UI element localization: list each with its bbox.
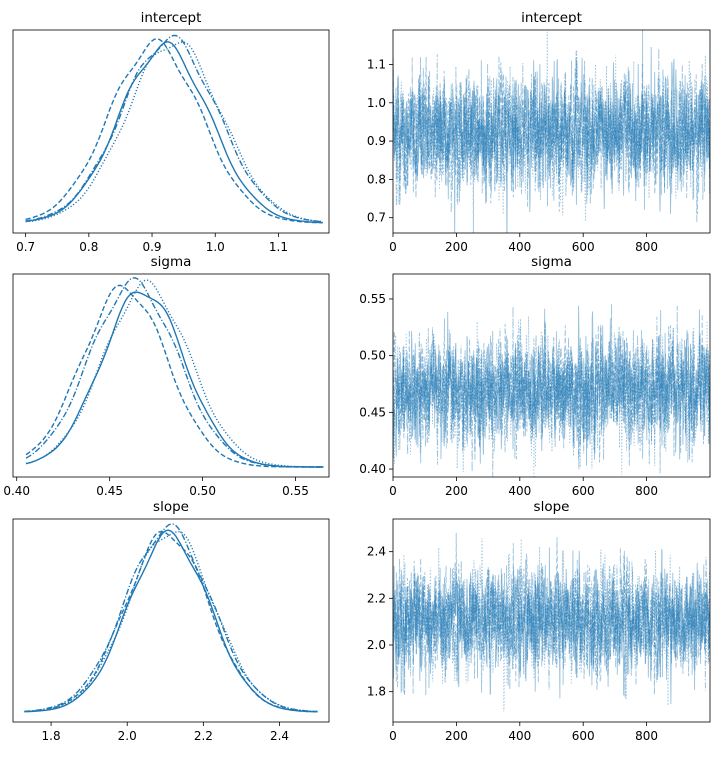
y-tick-label: 0.7 <box>367 211 386 225</box>
plot-area <box>393 532 710 712</box>
x-tick-label: 2.2 <box>194 729 213 743</box>
axes-frame <box>12 29 330 234</box>
panel-trace-slope: 1.8 2.0 2.2 2.4 0 200 400 600 800 slope <box>367 499 711 743</box>
y-tick-label: 2.0 <box>367 638 386 652</box>
x-tick-label: 400 <box>508 484 531 498</box>
y-tick-label: 0.55 <box>359 292 386 306</box>
panel-trace-sigma: 0.40 0.45 0.50 0.55 0 200 400 600 800 sigma <box>359 254 711 498</box>
trace-line-dotted <box>393 538 710 712</box>
plot-area <box>25 34 323 224</box>
panel-title: sigma <box>151 254 192 270</box>
x-tick-label: 400 <box>508 729 531 743</box>
x-tick-label: 200 <box>445 240 468 254</box>
panel-trace-intercept: 0.7 0.8 0.9 1.0 1.1 0 200 400 600 800 intercept <box>367 10 711 254</box>
x-tick-label: 1.8 <box>42 729 61 743</box>
axes-frame <box>12 273 330 478</box>
x-tick-label: 2.4 <box>270 729 289 743</box>
y-tick-label: 1.1 <box>367 57 386 71</box>
x-tick-label: 800 <box>635 729 658 743</box>
plot-area <box>393 30 710 233</box>
trace-line-dashdot <box>393 48 710 214</box>
y-tick-label: 0.8 <box>367 172 386 186</box>
trace-line-dotted <box>393 316 710 477</box>
x-tick-label: 1.1 <box>269 240 288 254</box>
axes-frame <box>392 518 711 723</box>
trace-line-solid <box>393 305 710 466</box>
panel-title: sigma <box>531 254 572 270</box>
x-tick-label: 200 <box>445 484 468 498</box>
x-tick-label: 0.40 <box>3 484 30 498</box>
trace-line-dashed <box>393 30 710 233</box>
density-line-dotted <box>25 279 324 468</box>
plot-area <box>25 277 324 468</box>
y-tick-label: 2.4 <box>367 545 386 559</box>
x-tick-label: 600 <box>572 484 595 498</box>
panel-title: slope <box>153 499 189 515</box>
y-tick-label: 1.0 <box>367 96 386 110</box>
panel-title: intercept <box>141 10 202 26</box>
panel-density-slope: 1.8 2.0 2.2 2.4 slope <box>12 499 330 743</box>
density-line-dashdot <box>25 34 323 223</box>
density-line-dashed <box>24 530 318 713</box>
panel-title: intercept <box>521 10 582 26</box>
density-line-dotted <box>24 530 318 713</box>
y-tick-label: 0.45 <box>359 405 386 419</box>
axes-frame <box>12 518 330 723</box>
density-line-dashdot <box>24 523 318 713</box>
trace-line-dashed <box>393 304 710 474</box>
x-tick-label: 200 <box>445 729 468 743</box>
trace-line-dashdot <box>393 305 710 477</box>
x-tick-label: 0.50 <box>189 484 216 498</box>
x-tick-label: 600 <box>572 729 595 743</box>
density-line-solid <box>24 529 318 713</box>
y-tick-label: 1.8 <box>367 685 386 699</box>
axes-frame <box>392 273 711 478</box>
density-line-dotted <box>25 41 323 223</box>
x-tick-label: 0.8 <box>79 240 98 254</box>
density-line-dashdot <box>25 277 324 468</box>
x-tick-label: 0.45 <box>96 484 123 498</box>
y-tick-label: 2.2 <box>367 591 386 605</box>
x-tick-label: 0.7 <box>16 240 35 254</box>
x-tick-label: 1.0 <box>206 240 225 254</box>
x-tick-label: 800 <box>635 484 658 498</box>
trace-line-dashed <box>393 532 710 699</box>
x-tick-label: 600 <box>572 240 595 254</box>
density-line-dashed <box>25 284 324 468</box>
panel-title: slope <box>534 499 570 515</box>
y-tick-label: 0.9 <box>367 134 386 148</box>
density-line-solid <box>25 41 323 224</box>
plot-area <box>393 304 710 477</box>
trace-line-dotted <box>393 31 710 222</box>
x-tick-label: 800 <box>635 240 658 254</box>
x-tick-label: 2.0 <box>118 729 137 743</box>
y-tick-label: 0.50 <box>359 349 386 363</box>
x-tick-label: 400 <box>508 240 531 254</box>
density-line-dashed <box>25 38 323 224</box>
trace-line-dashdot <box>393 548 710 696</box>
x-tick-label: 0.55 <box>282 484 309 498</box>
trace-line-solid <box>393 547 710 705</box>
panel-density-intercept: 0.7 0.8 0.9 1.0 1.1 intercept <box>12 10 330 254</box>
y-tick-label: 0.40 <box>359 462 386 476</box>
trace-line-solid <box>393 46 710 233</box>
axes-frame <box>392 29 711 234</box>
x-tick-label: 0 <box>389 484 397 498</box>
panel-density-sigma: 0.40 0.45 0.50 0.55 sigma <box>3 254 330 498</box>
x-tick-label: 0.9 <box>142 240 161 254</box>
x-tick-label: 0 <box>389 729 397 743</box>
plot-area <box>24 523 318 713</box>
x-tick-label: 0 <box>389 240 397 254</box>
